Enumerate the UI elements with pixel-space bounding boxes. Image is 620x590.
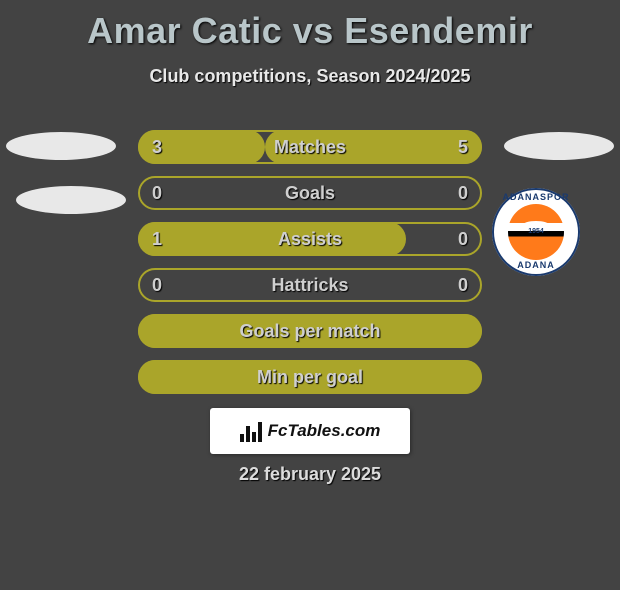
stat-value-right: 0 bbox=[458, 176, 468, 210]
stat-value-right: 5 bbox=[458, 130, 468, 164]
fctables-logo: FcTables.com bbox=[210, 408, 410, 454]
stat-label: Matches bbox=[138, 130, 482, 164]
stat-label: Min per goal bbox=[138, 360, 482, 394]
player-right-avatar bbox=[504, 132, 614, 160]
bar-chart-icon bbox=[240, 420, 262, 442]
stat-label: Goals bbox=[138, 176, 482, 210]
stat-value-right: 0 bbox=[458, 268, 468, 302]
club-left-avatar bbox=[16, 186, 126, 214]
stat-label: Goals per match bbox=[138, 314, 482, 348]
stat-label: Hattricks bbox=[138, 268, 482, 302]
stat-row: Goals per match bbox=[138, 314, 482, 348]
club-right-badge: ADANASPOR 1954 ADANA bbox=[492, 188, 580, 276]
badge-bottom-text: ADANA bbox=[492, 260, 580, 270]
player-left-avatar bbox=[6, 132, 116, 160]
stat-value-left: 0 bbox=[152, 176, 162, 210]
stat-value-right: 0 bbox=[458, 222, 468, 256]
stat-row: Goals0 0 bbox=[138, 176, 482, 210]
badge-year: 1954 bbox=[528, 228, 544, 235]
date-label: 22 february 2025 bbox=[0, 464, 620, 485]
stat-row: Matches3 5 bbox=[138, 130, 482, 164]
page-title: Amar Catic vs Esendemir bbox=[0, 10, 620, 52]
badge-top-text: ADANASPOR bbox=[492, 192, 580, 202]
stat-label: Assists bbox=[138, 222, 482, 256]
stat-row: Assists1 0 bbox=[138, 222, 482, 256]
subtitle: Club competitions, Season 2024/2025 bbox=[0, 66, 620, 87]
logo-text: FcTables.com bbox=[268, 421, 381, 441]
stat-value-left: 3 bbox=[152, 130, 162, 164]
stat-value-left: 0 bbox=[152, 268, 162, 302]
stats-container: Matches35Goals00Assists10Hattricks00Goal… bbox=[138, 130, 482, 406]
stat-row: Min per goal bbox=[138, 360, 482, 394]
stat-value-left: 1 bbox=[152, 222, 162, 256]
stat-row: Hattricks0 0 bbox=[138, 268, 482, 302]
